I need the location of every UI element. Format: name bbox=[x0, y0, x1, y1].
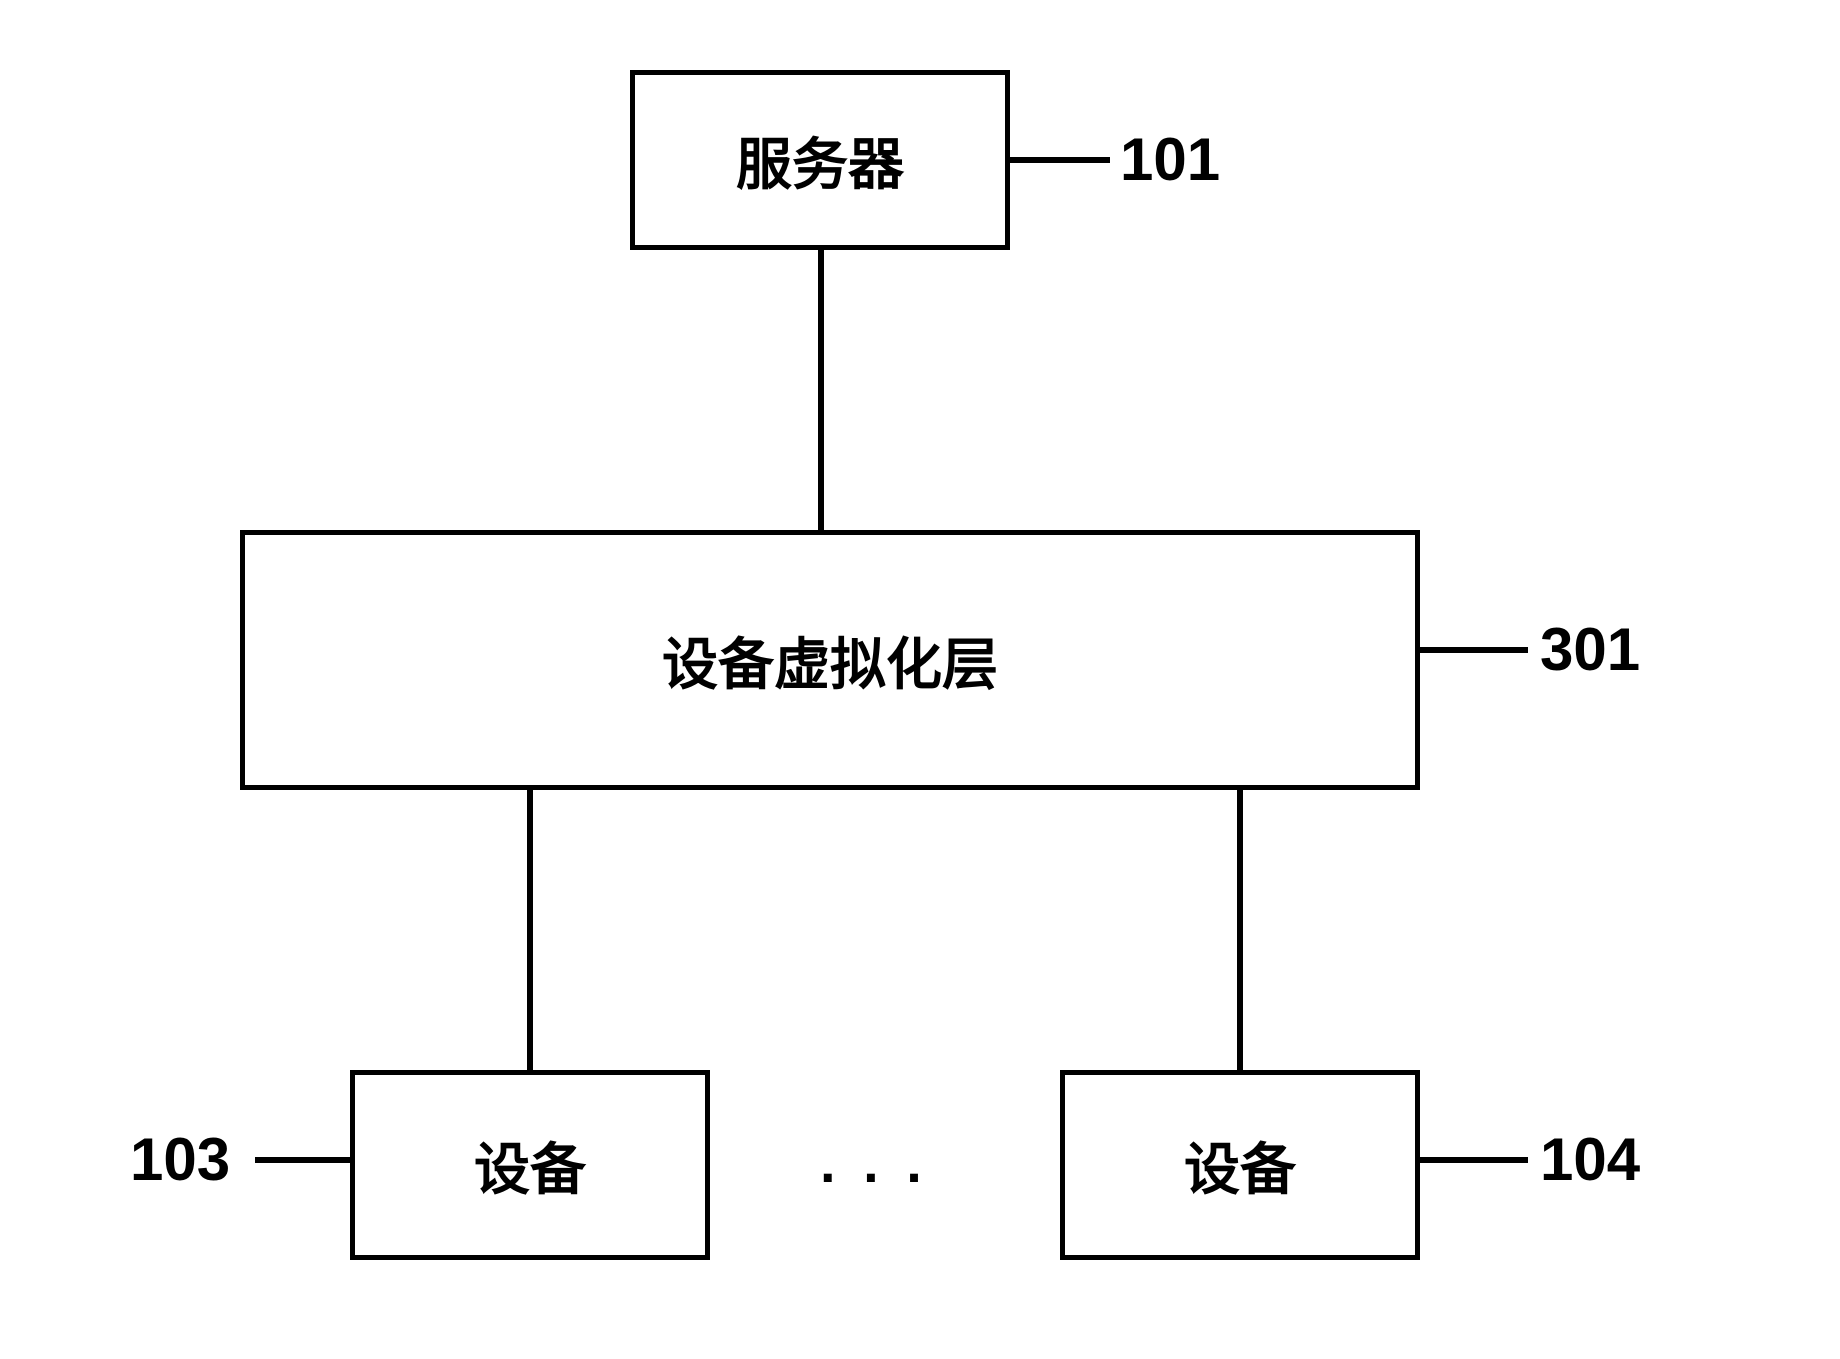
ref-line-device-left bbox=[255, 1157, 350, 1163]
ref-label-server: 101 bbox=[1120, 125, 1220, 194]
server-node: 服务器 bbox=[630, 70, 1010, 250]
ref-line-device-right bbox=[1420, 1157, 1528, 1163]
connector-server-to-layer bbox=[818, 250, 824, 530]
diagram-container: 服务器 101 设备虚拟化层 301 设备 103 . . . 设备 104 bbox=[100, 50, 1740, 1300]
device-left-node: 设备 bbox=[350, 1070, 710, 1260]
connector-layer-to-device-right bbox=[1237, 790, 1243, 1070]
ref-label-device-right: 104 bbox=[1540, 1125, 1640, 1194]
virtualization-layer-node: 设备虚拟化层 bbox=[240, 530, 1420, 790]
device-right-node: 设备 bbox=[1060, 1070, 1420, 1260]
device-right-label: 设备 bbox=[1184, 1125, 1296, 1206]
ellipsis: . . . bbox=[820, 1130, 928, 1195]
server-label: 服务器 bbox=[736, 120, 904, 201]
connector-layer-to-device-left bbox=[527, 790, 533, 1070]
virtualization-layer-label: 设备虚拟化层 bbox=[662, 620, 998, 701]
ref-line-layer bbox=[1420, 647, 1528, 653]
device-left-label: 设备 bbox=[474, 1125, 586, 1206]
ref-label-layer: 301 bbox=[1540, 615, 1640, 684]
ref-label-device-left: 103 bbox=[130, 1125, 230, 1194]
ref-line-server bbox=[1010, 157, 1110, 163]
